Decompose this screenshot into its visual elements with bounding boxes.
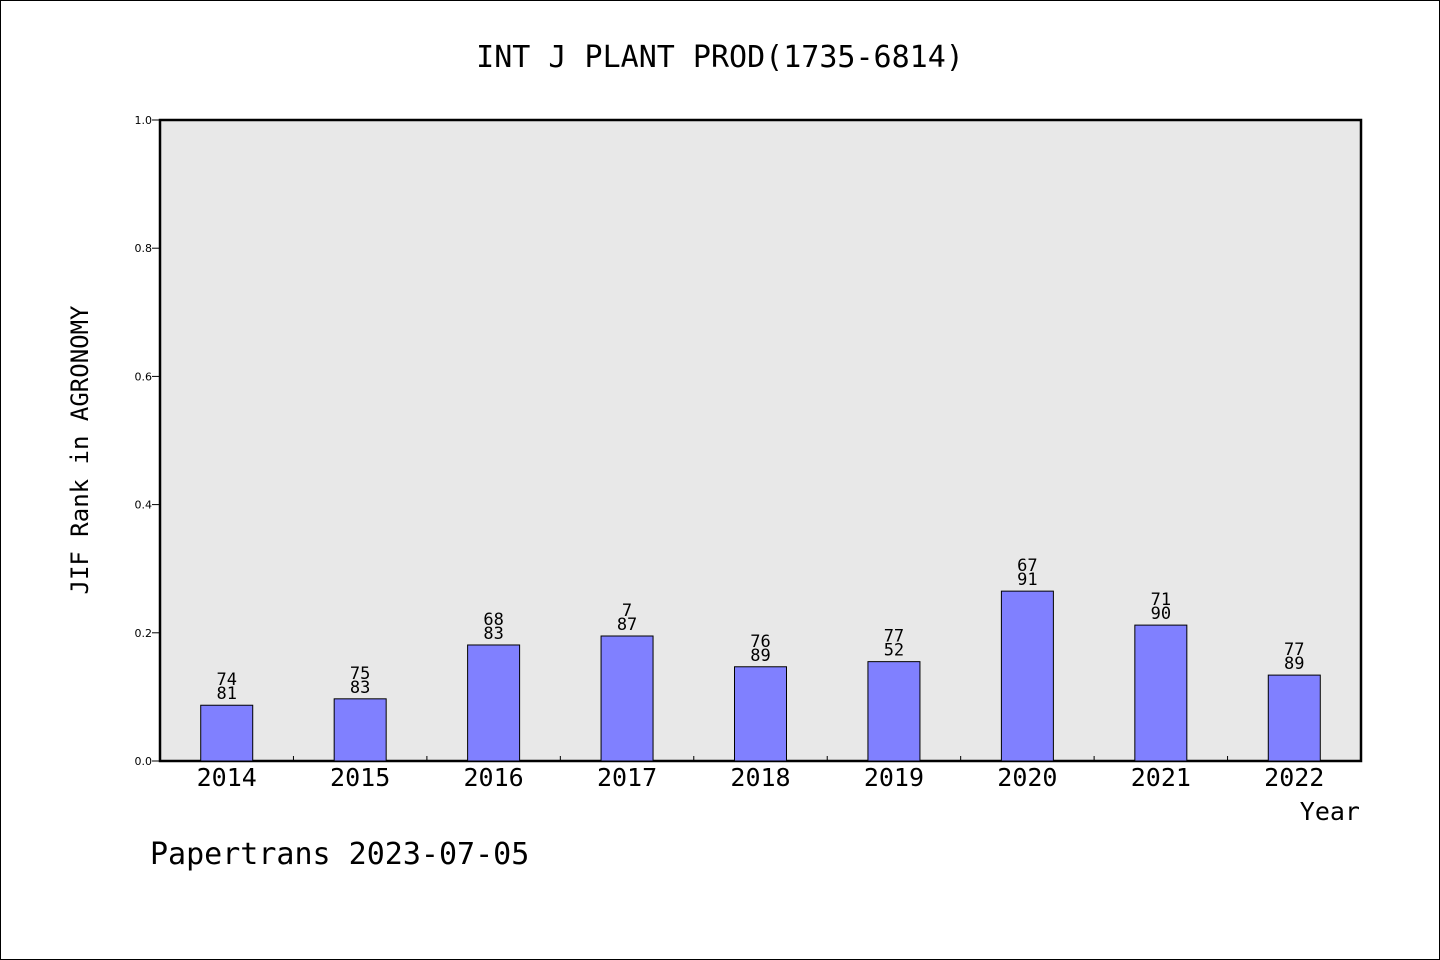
x-tick-label: 2017	[597, 763, 657, 792]
bar-label-top: 76	[750, 632, 770, 652]
y-tick-label: 0.8	[135, 242, 153, 255]
x-tick-label: 2022	[1264, 763, 1324, 792]
x-axis-ticks: 2014 2015 2016 2017 2018 2019 2020 2021 2022	[197, 756, 1324, 792]
x-tick-label: 2021	[1131, 763, 1191, 792]
bar-label-bottom: 90	[1151, 604, 1171, 624]
y-tick-label: 0.0	[135, 755, 153, 768]
x-axis-label: Year	[1300, 797, 1360, 826]
y-tick-label: 0.6	[135, 370, 153, 383]
bar-label-bottom: 89	[1284, 654, 1304, 674]
y-axis-label: JIF Rank in AGRONOMY	[66, 305, 94, 595]
bar-label-bottom: 83	[350, 678, 370, 698]
bar-label-top: 68	[483, 610, 503, 630]
bar	[600, 635, 654, 762]
bar-label-top: 71	[1151, 590, 1171, 610]
bar-label-bottom: 52	[884, 641, 904, 661]
y-tick-label: 0.4	[135, 499, 153, 512]
bar-label-bottom: 83	[483, 624, 503, 644]
chart-title: INT J PLANT PROD(1735-6814)	[476, 40, 964, 75]
bar-label-bottom: 89	[750, 646, 770, 666]
y-tick-label: 0.2	[135, 627, 153, 640]
x-tick-label: 2015	[330, 763, 390, 792]
bar-label-bottom: 91	[1017, 570, 1037, 590]
bars	[200, 590, 1321, 762]
footer-text: Papertrans 2023-07-05	[150, 837, 529, 872]
x-tick-label: 2018	[730, 763, 790, 792]
bar-label-bottom: 81	[216, 684, 236, 704]
x-tick-label: 2016	[464, 763, 524, 792]
y-axis-ticks: 0.0 0.2 0.4 0.6 0.8 1.0	[135, 114, 160, 768]
bar	[1134, 624, 1188, 762]
bar-label-top: 74	[216, 670, 236, 690]
bar	[734, 666, 787, 762]
x-tick-label: 2019	[864, 763, 924, 792]
x-tick-label: 2020	[997, 763, 1057, 792]
bar-label-top: 77	[884, 627, 904, 647]
bar	[200, 704, 254, 762]
bar	[1267, 674, 1321, 762]
bar-label-top: 67	[1017, 556, 1037, 576]
bar-label-top: 77	[1284, 640, 1304, 660]
x-tick-label: 2014	[197, 763, 257, 792]
bar	[867, 661, 921, 762]
y-tick-label: 1.0	[135, 114, 153, 127]
bar-label-top: 7	[622, 601, 632, 621]
bar-label-top: 75	[350, 664, 370, 684]
bar	[1000, 590, 1054, 762]
bar	[467, 644, 521, 762]
bar-label-bottom: 87	[617, 615, 637, 635]
bar	[333, 698, 387, 762]
